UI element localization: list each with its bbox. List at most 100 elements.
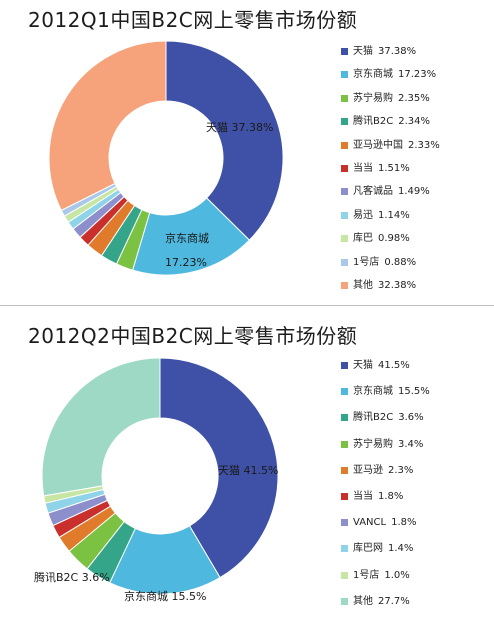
legend-item: VANCL 1.8% — [341, 515, 430, 541]
legend-item: 库巴 0.98% — [341, 231, 440, 254]
legend-label: 京东商城 — [353, 69, 393, 81]
legend-value: 32.38% — [378, 279, 417, 291]
legend-item: 京东商城 15.5% — [341, 384, 430, 410]
chart-title: 2012Q1中国B2C网上零售市场份额 — [28, 8, 358, 32]
slice-data-label: 腾讯B2C 3.6% — [34, 570, 110, 584]
legend-item: 1号店 1.0% — [341, 568, 430, 594]
legend-label: 易迅 — [353, 209, 373, 221]
chart-panel-q1: 2012Q1中国B2C网上零售市场份额 天猫 37.38% 京东商城 17.23% … — [0, 0, 494, 303]
legend-label: 腾讯B2C — [353, 116, 394, 128]
legend-value: 17.23% — [398, 69, 437, 81]
legend-label: 苏宁易购 — [353, 92, 393, 104]
legend-value: 2.3% — [388, 464, 414, 476]
legend-value: 1.4% — [388, 543, 414, 555]
legend-value: 1.8% — [391, 517, 417, 529]
legend-swatch — [341, 141, 348, 149]
legend-swatch — [341, 414, 348, 422]
legend-item: 易迅 1.14% — [341, 208, 440, 231]
legend-value: 3.6% — [398, 412, 424, 424]
legend-swatch — [341, 492, 348, 500]
legend-item: 天猫 37.38% — [341, 44, 440, 67]
legend-swatch — [341, 466, 348, 474]
legend-label: 其他 — [353, 595, 373, 607]
legend-label: 1号店 — [353, 256, 380, 268]
legend-swatch — [341, 118, 348, 126]
legend-swatch — [341, 597, 348, 605]
legend-item: 库巴网 1.4% — [341, 541, 430, 567]
legend-label: 亚马逊 — [353, 464, 383, 476]
donut-slice-1 — [165, 40, 284, 241]
slice-data-label: 京东商城 — [165, 231, 209, 245]
legend-swatch — [341, 571, 348, 579]
legend-swatch — [341, 281, 348, 289]
legend-value: 1.51% — [378, 162, 410, 174]
legend-swatch — [341, 440, 348, 448]
legend-value: 15.5% — [398, 386, 430, 398]
divider — [0, 305, 494, 306]
chart-legend: 天猫 41.5% 京东商城 15.5% 腾讯B2C 3.6% 苏宁易购 3.4% 亚马逊 2.3%… — [341, 358, 430, 620]
legend-swatch — [341, 362, 348, 369]
legend-value: 2.33% — [408, 139, 440, 151]
legend-item: 亚马逊中国 2.33% — [341, 138, 440, 161]
legend-label: 天猫 — [353, 360, 373, 371]
legend-label: 当当 — [353, 162, 373, 174]
legend-value: 1.49% — [398, 186, 430, 198]
slice-data-label: 京东商城 15.5% — [124, 589, 206, 603]
legend-label: 亚马逊中国 — [353, 139, 403, 151]
legend-label: VANCL — [353, 517, 387, 529]
legend-item: 天猫 41.5% — [341, 358, 430, 384]
legend-value: 27.7% — [378, 595, 410, 607]
legend-swatch — [341, 164, 348, 172]
legend-value: 41.5% — [378, 360, 410, 371]
legend-value: 37.38% — [378, 46, 417, 57]
legend-swatch — [341, 71, 348, 79]
legend-value: 0.98% — [378, 233, 410, 245]
chart-legend: 天猫 37.38% 京东商城 17.23% 苏宁易购 2.35% 腾讯B2C 2.34% 亚马逊… — [341, 44, 440, 301]
legend-label: 1号店 — [353, 569, 380, 581]
legend-value: 1.14% — [378, 209, 410, 221]
legend-label: 凡客诚品 — [353, 186, 393, 198]
legend-item: 苏宁易购 2.35% — [341, 91, 440, 114]
legend-label: 当当 — [353, 490, 373, 502]
legend-value: 1.0% — [384, 569, 410, 581]
legend-swatch — [341, 188, 348, 196]
legend-swatch — [341, 48, 348, 55]
legend-swatch — [341, 519, 348, 527]
donut-slice-11 — [48, 40, 167, 211]
legend-item: 腾讯B2C 2.34% — [341, 114, 440, 137]
donut-chart: 天猫 41.5% 京东商城 15.5% 腾讯B2C 3.6% — [34, 357, 279, 603]
legend-value: 0.88% — [384, 256, 417, 268]
legend-swatch — [341, 94, 348, 102]
donut-chart: 天猫 37.38% 京东商城 17.23% — [48, 40, 284, 276]
legend-swatch — [341, 545, 348, 553]
legend-label: 京东商城 — [353, 386, 393, 398]
legend-item: 其他 27.7% — [341, 594, 430, 620]
legend-item: 当当 1.51% — [341, 161, 440, 184]
legend-swatch — [341, 235, 348, 243]
legend-item: 亚马逊 2.3% — [341, 463, 430, 489]
legend-swatch — [341, 211, 348, 219]
legend-label: 其他 — [353, 279, 373, 291]
legend-label: 库巴 — [353, 233, 373, 245]
legend-value: 2.35% — [398, 92, 430, 104]
donut-slice-1 — [159, 357, 279, 579]
legend-item: 凡客诚品 1.49% — [341, 184, 440, 207]
legend-item: 京东商城 17.23% — [341, 67, 440, 90]
donut-slice-2 — [131, 197, 251, 276]
chart-panel-q2: 2012Q2中国B2C网上零售市场份额 天猫 41.5% 京东商城 15.5% 腾讯… — [0, 310, 494, 625]
slice-data-label: 天猫 41.5% — [218, 464, 278, 477]
legend-item: 其他 32.38% — [341, 278, 440, 301]
legend-label: 腾讯B2C — [353, 412, 394, 424]
legend-swatch — [341, 388, 348, 396]
donut-slice-10 — [41, 357, 161, 497]
legend-value: 3.4% — [398, 438, 424, 450]
legend-label: 天猫 — [353, 46, 373, 57]
legend-label: 库巴网 — [353, 543, 383, 555]
chart-title: 2012Q2中国B2C网上零售市场份额 — [28, 324, 358, 348]
legend-value: 1.8% — [378, 490, 404, 502]
slice-data-label: 17.23% — [165, 256, 207, 269]
legend-swatch — [341, 258, 348, 266]
slice-data-label: 天猫 37.38% — [206, 121, 273, 134]
legend-item: 腾讯B2C 3.6% — [341, 410, 430, 436]
legend-value: 2.34% — [398, 116, 430, 128]
